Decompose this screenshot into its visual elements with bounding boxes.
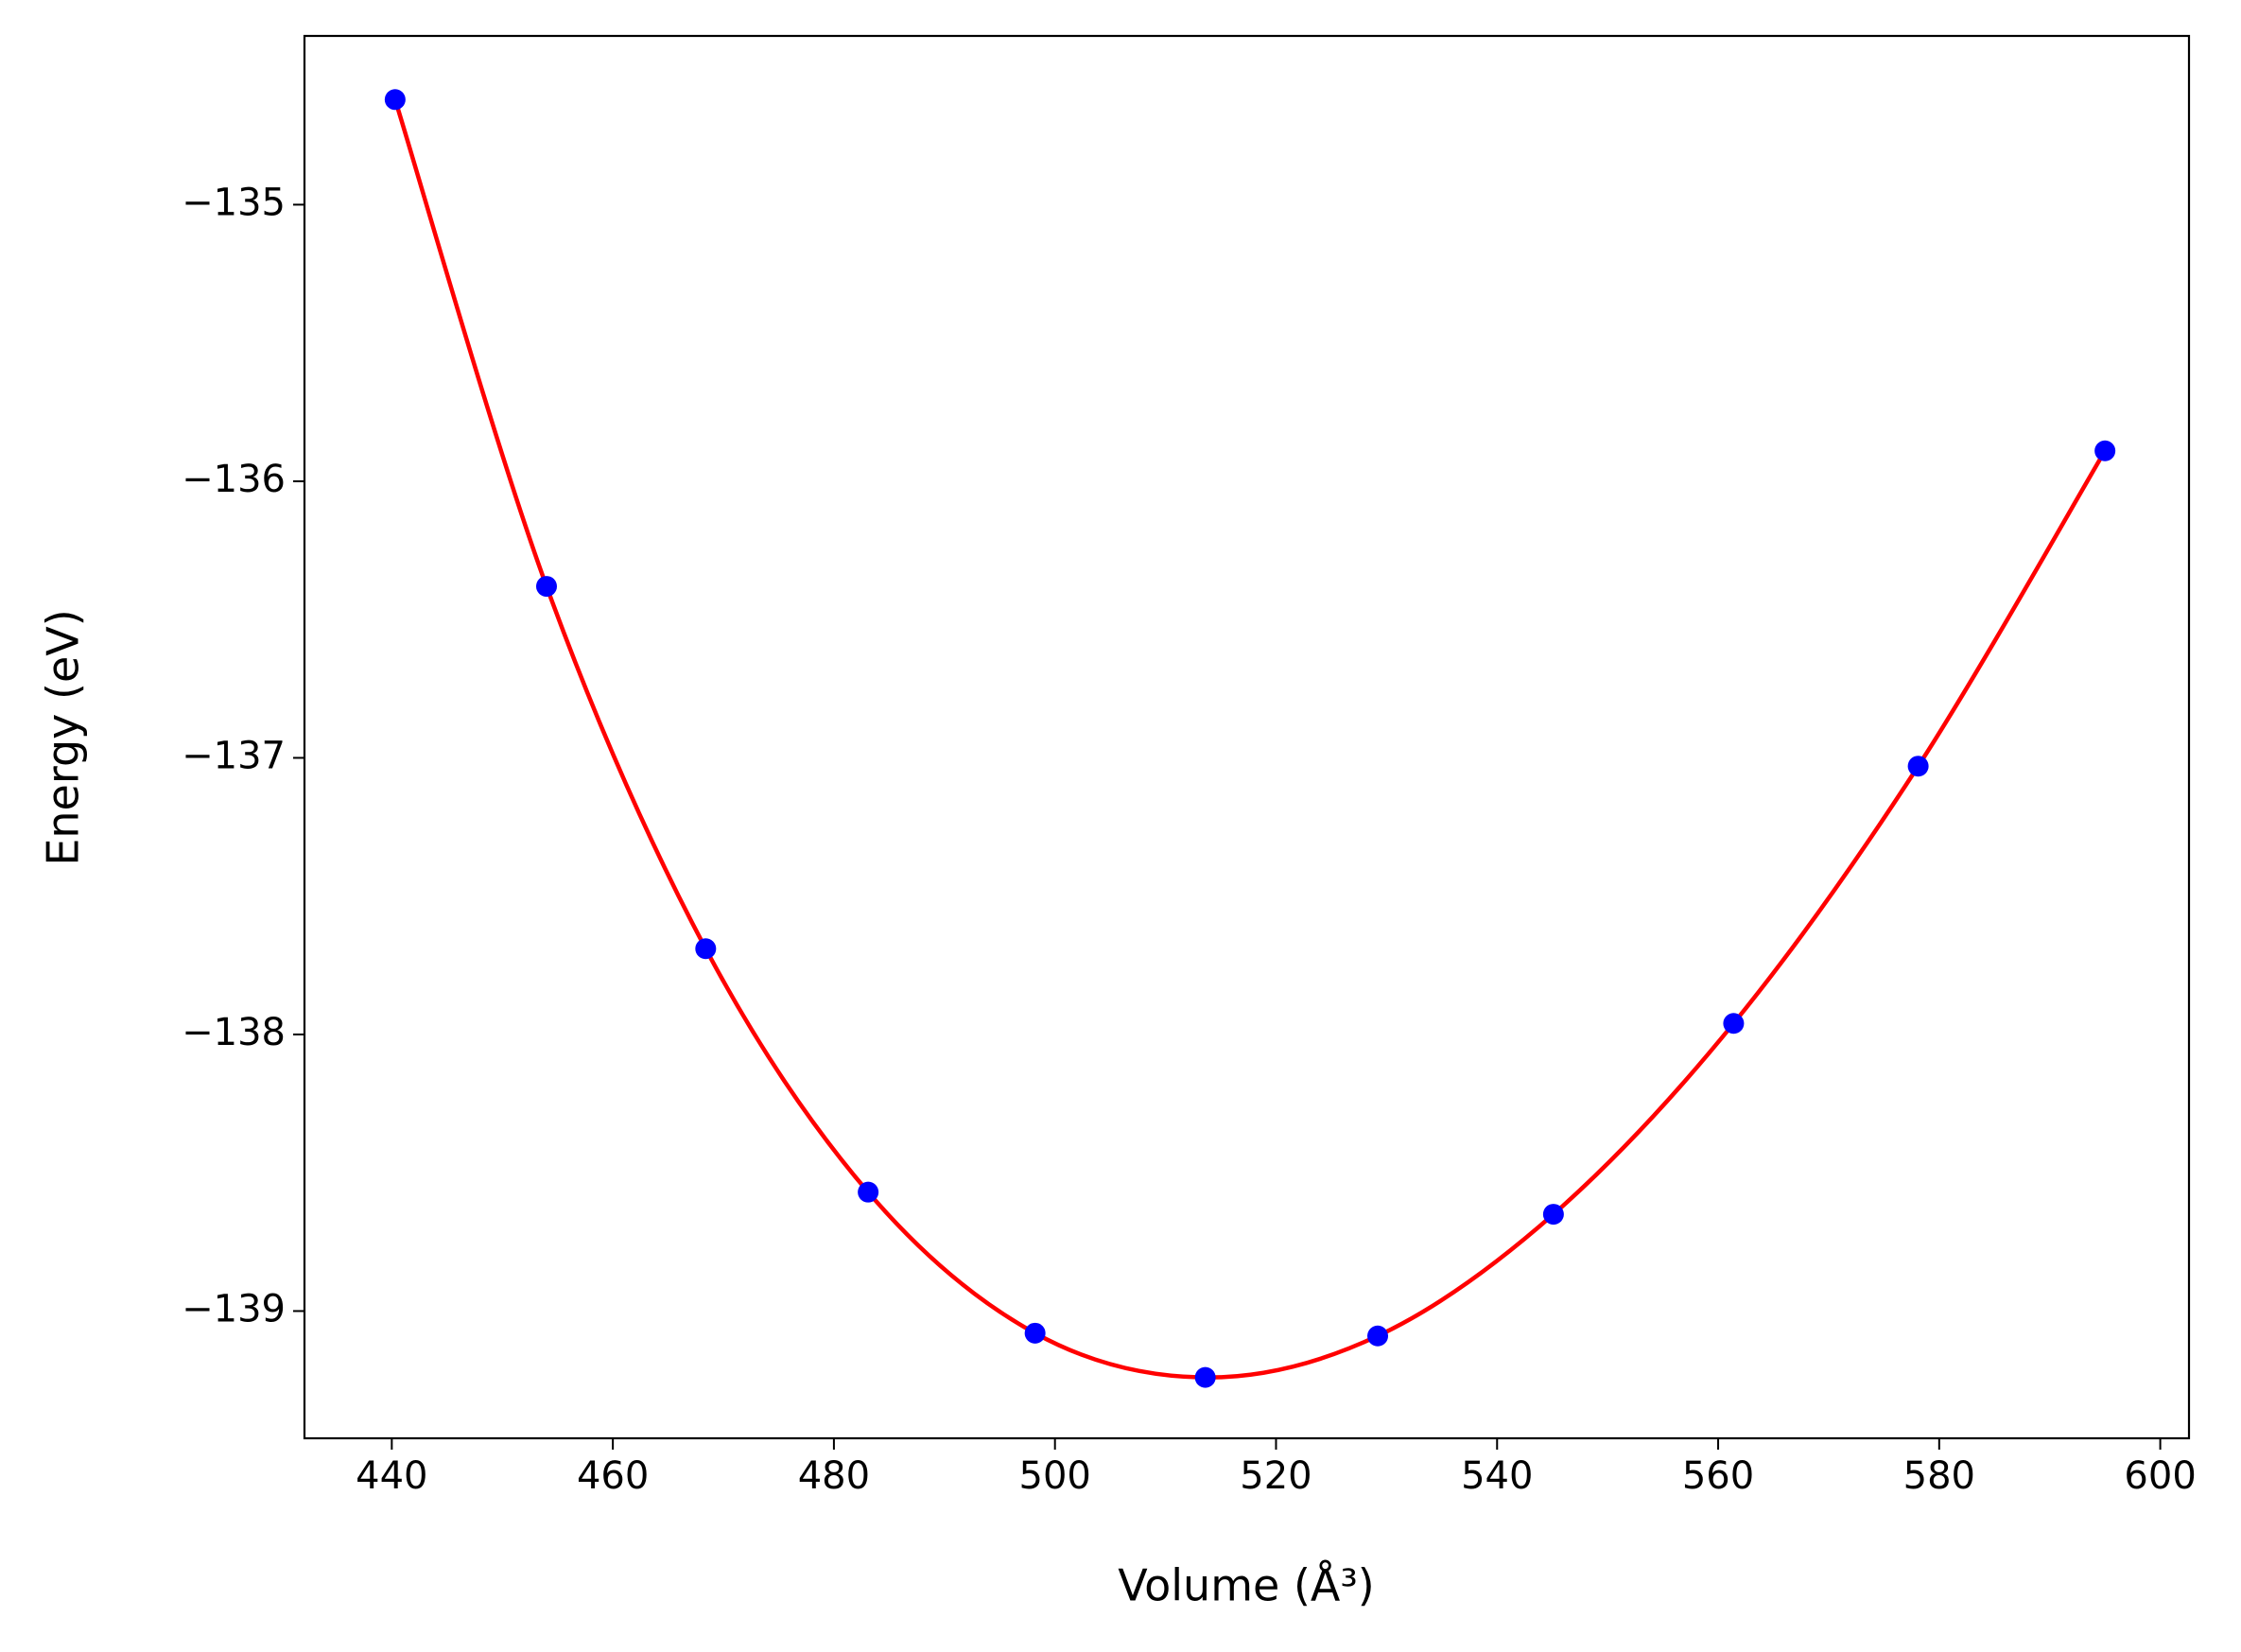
y-tick-label: −137 [182,734,286,777]
x-tick-label: 580 [1903,1454,1975,1498]
x-tick-label: 560 [1682,1454,1754,1498]
x-tick-label: 480 [798,1454,870,1498]
data-point [1907,756,1929,777]
x-tick-label: 520 [1240,1454,1312,1498]
y-tick-label: −139 [182,1287,286,1330]
data-point [1024,1322,1046,1344]
fit-line [392,98,2108,1380]
y-tick-label: −135 [182,181,286,224]
x-axis-label: Volume (Å³) [1118,1560,1375,1611]
data-point [1723,1013,1745,1035]
data-point [384,89,406,111]
axes-frame [303,34,2191,1440]
x-tick-label: 460 [577,1454,649,1498]
data-point [535,576,557,598]
data-point [695,938,717,960]
data-point [1367,1325,1389,1347]
data-point [1194,1366,1216,1388]
x-tick-label: 540 [1461,1454,1533,1498]
x-tick-label: 500 [1019,1454,1091,1498]
data-point [2094,440,2116,461]
data-point [858,1181,879,1203]
y-tick-label: −138 [182,1011,286,1054]
y-axis-label: Energy (eV) [38,609,89,865]
data-point [1542,1204,1564,1226]
x-tick-label: 600 [2124,1454,2196,1498]
x-tick-label: 440 [356,1454,427,1498]
y-tick-label: −136 [182,458,286,501]
